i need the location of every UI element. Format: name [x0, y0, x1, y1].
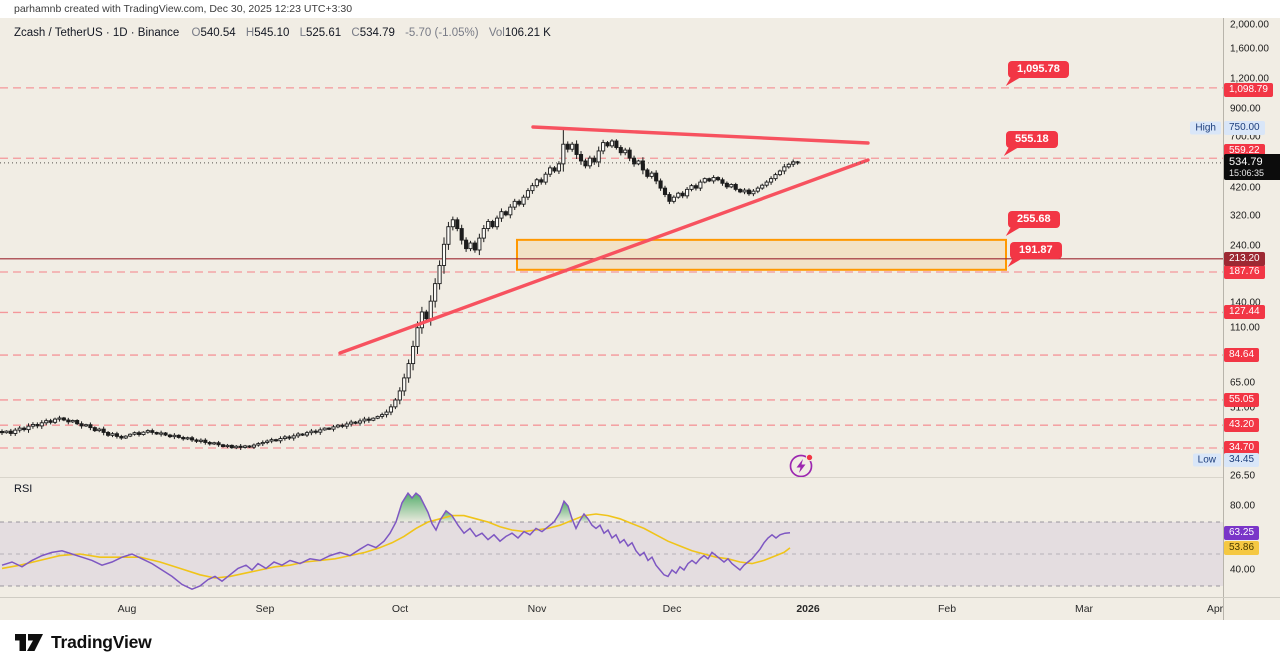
rsi-axis-label: 40.00: [1230, 564, 1256, 576]
time-axis-label: Aug: [117, 603, 137, 615]
attribution-text: parhamnb created with TradingView.com, D…: [14, 3, 353, 15]
price-axis-label: 320.00: [1230, 210, 1261, 222]
price-level-label[interactable]: 55.05: [1224, 392, 1260, 407]
chart-area[interactable]: Zcash / TetherUS · 1D · Binance O540.54 …: [0, 18, 1280, 620]
time-axis[interactable]: Aug Sep Oct Nov Dec 2026 Feb Mar Apr: [0, 597, 1280, 621]
tradingview-logo-icon: [15, 634, 43, 651]
current-price-label[interactable]: 534.79 15:06:35: [1224, 153, 1280, 180]
footer-bar: TradingView: [0, 620, 1280, 663]
price-axis-label: 900.00: [1230, 103, 1261, 115]
price-axis[interactable]: 2,000.00 1,600.00 1,200.00 900.00 700.00 420.…: [1223, 18, 1280, 597]
price-level-label[interactable]: 84.64: [1224, 348, 1260, 363]
open-value: 540.54: [200, 27, 236, 39]
price-note-callout[interactable]: 191.87: [1010, 242, 1062, 259]
price-note-callout[interactable]: 1,095.78: [1008, 61, 1069, 78]
price-note-callout[interactable]: 255.68: [1008, 211, 1060, 228]
close-value: 534.79: [359, 27, 395, 39]
bar-countdown: 15:06:35: [1229, 167, 1265, 178]
time-axis-label: Dec: [662, 603, 682, 615]
rsi-value-label: 53.86: [1224, 540, 1260, 555]
price-axis-label: 1,200.00: [1230, 73, 1269, 85]
price-axis-label: 140.00: [1230, 297, 1261, 309]
current-price-value: 534.79: [1229, 155, 1263, 168]
price-axis-separator[interactable]: [1223, 18, 1224, 620]
session-low-label: 34.45: [1224, 453, 1260, 467]
price-level-label[interactable]: 43.20: [1224, 418, 1260, 433]
symbol-legend[interactable]: Zcash / TetherUS · 1D · Binance O540.54 …: [14, 27, 551, 39]
symbol-title[interactable]: Zcash / TetherUS · 1D · Binance: [14, 27, 180, 39]
drawing-overlay: High Low 1,095.78 555.18 255.68 191.87: [0, 18, 1280, 620]
open-key: O: [191, 27, 201, 39]
solid-level-label[interactable]: 213.20: [1224, 251, 1265, 266]
time-axis-label: Oct: [391, 603, 409, 615]
price-level-label[interactable]: 34.70: [1224, 441, 1260, 456]
time-axis-label: Apr: [1206, 603, 1224, 615]
time-axis-label: Nov: [527, 603, 547, 615]
time-axis-label: Mar: [1074, 603, 1094, 615]
volume-value: 106.21 K: [504, 27, 551, 39]
price-level-label[interactable]: 1,098.79: [1224, 83, 1273, 97]
tradingview-logo-text: TradingView: [51, 631, 152, 652]
volume-key: Vol: [488, 27, 505, 39]
price-axis-label: 420.00: [1230, 182, 1261, 194]
low-tag: Low: [1192, 453, 1221, 467]
time-axis-label: Feb: [937, 603, 957, 615]
tradingview-logo[interactable]: TradingView: [14, 631, 152, 653]
price-axis-label: 1,600.00: [1230, 43, 1269, 55]
rsi-value-label: 63.25: [1224, 525, 1260, 540]
price-axis-label: 51.00: [1230, 402, 1256, 414]
low-key: L: [299, 27, 306, 39]
rsi-axis-label: 80.00: [1230, 500, 1256, 512]
price-axis-label: 110.00: [1230, 322, 1260, 334]
high-key: H: [245, 27, 255, 39]
rsi-indicator-label[interactable]: RSI: [14, 483, 33, 495]
price-axis-label: 240.00: [1230, 240, 1261, 252]
price-axis-label: 700.00: [1230, 131, 1261, 143]
session-high-label: 750.00: [1224, 120, 1265, 135]
high-tag: High: [1190, 121, 1221, 135]
close-key: C: [351, 27, 360, 39]
high-value: 545.10: [254, 27, 290, 39]
price-axis-label: 2,000.00: [1230, 19, 1269, 31]
change-value: -5.70 (-1.05%): [405, 27, 479, 39]
price-axis-label: 65.00: [1230, 377, 1256, 389]
price-level-label[interactable]: 187.76: [1224, 265, 1265, 280]
pane-separator[interactable]: [0, 477, 1223, 478]
time-axis-label: 2026: [796, 603, 820, 615]
time-axis-label: Sep: [255, 603, 275, 615]
price-level-label[interactable]: 127.44: [1224, 305, 1265, 320]
price-note-callout[interactable]: 555.18: [1006, 131, 1058, 148]
price-axis-label: 26.50: [1230, 470, 1256, 482]
low-value: 525.61: [306, 27, 342, 39]
